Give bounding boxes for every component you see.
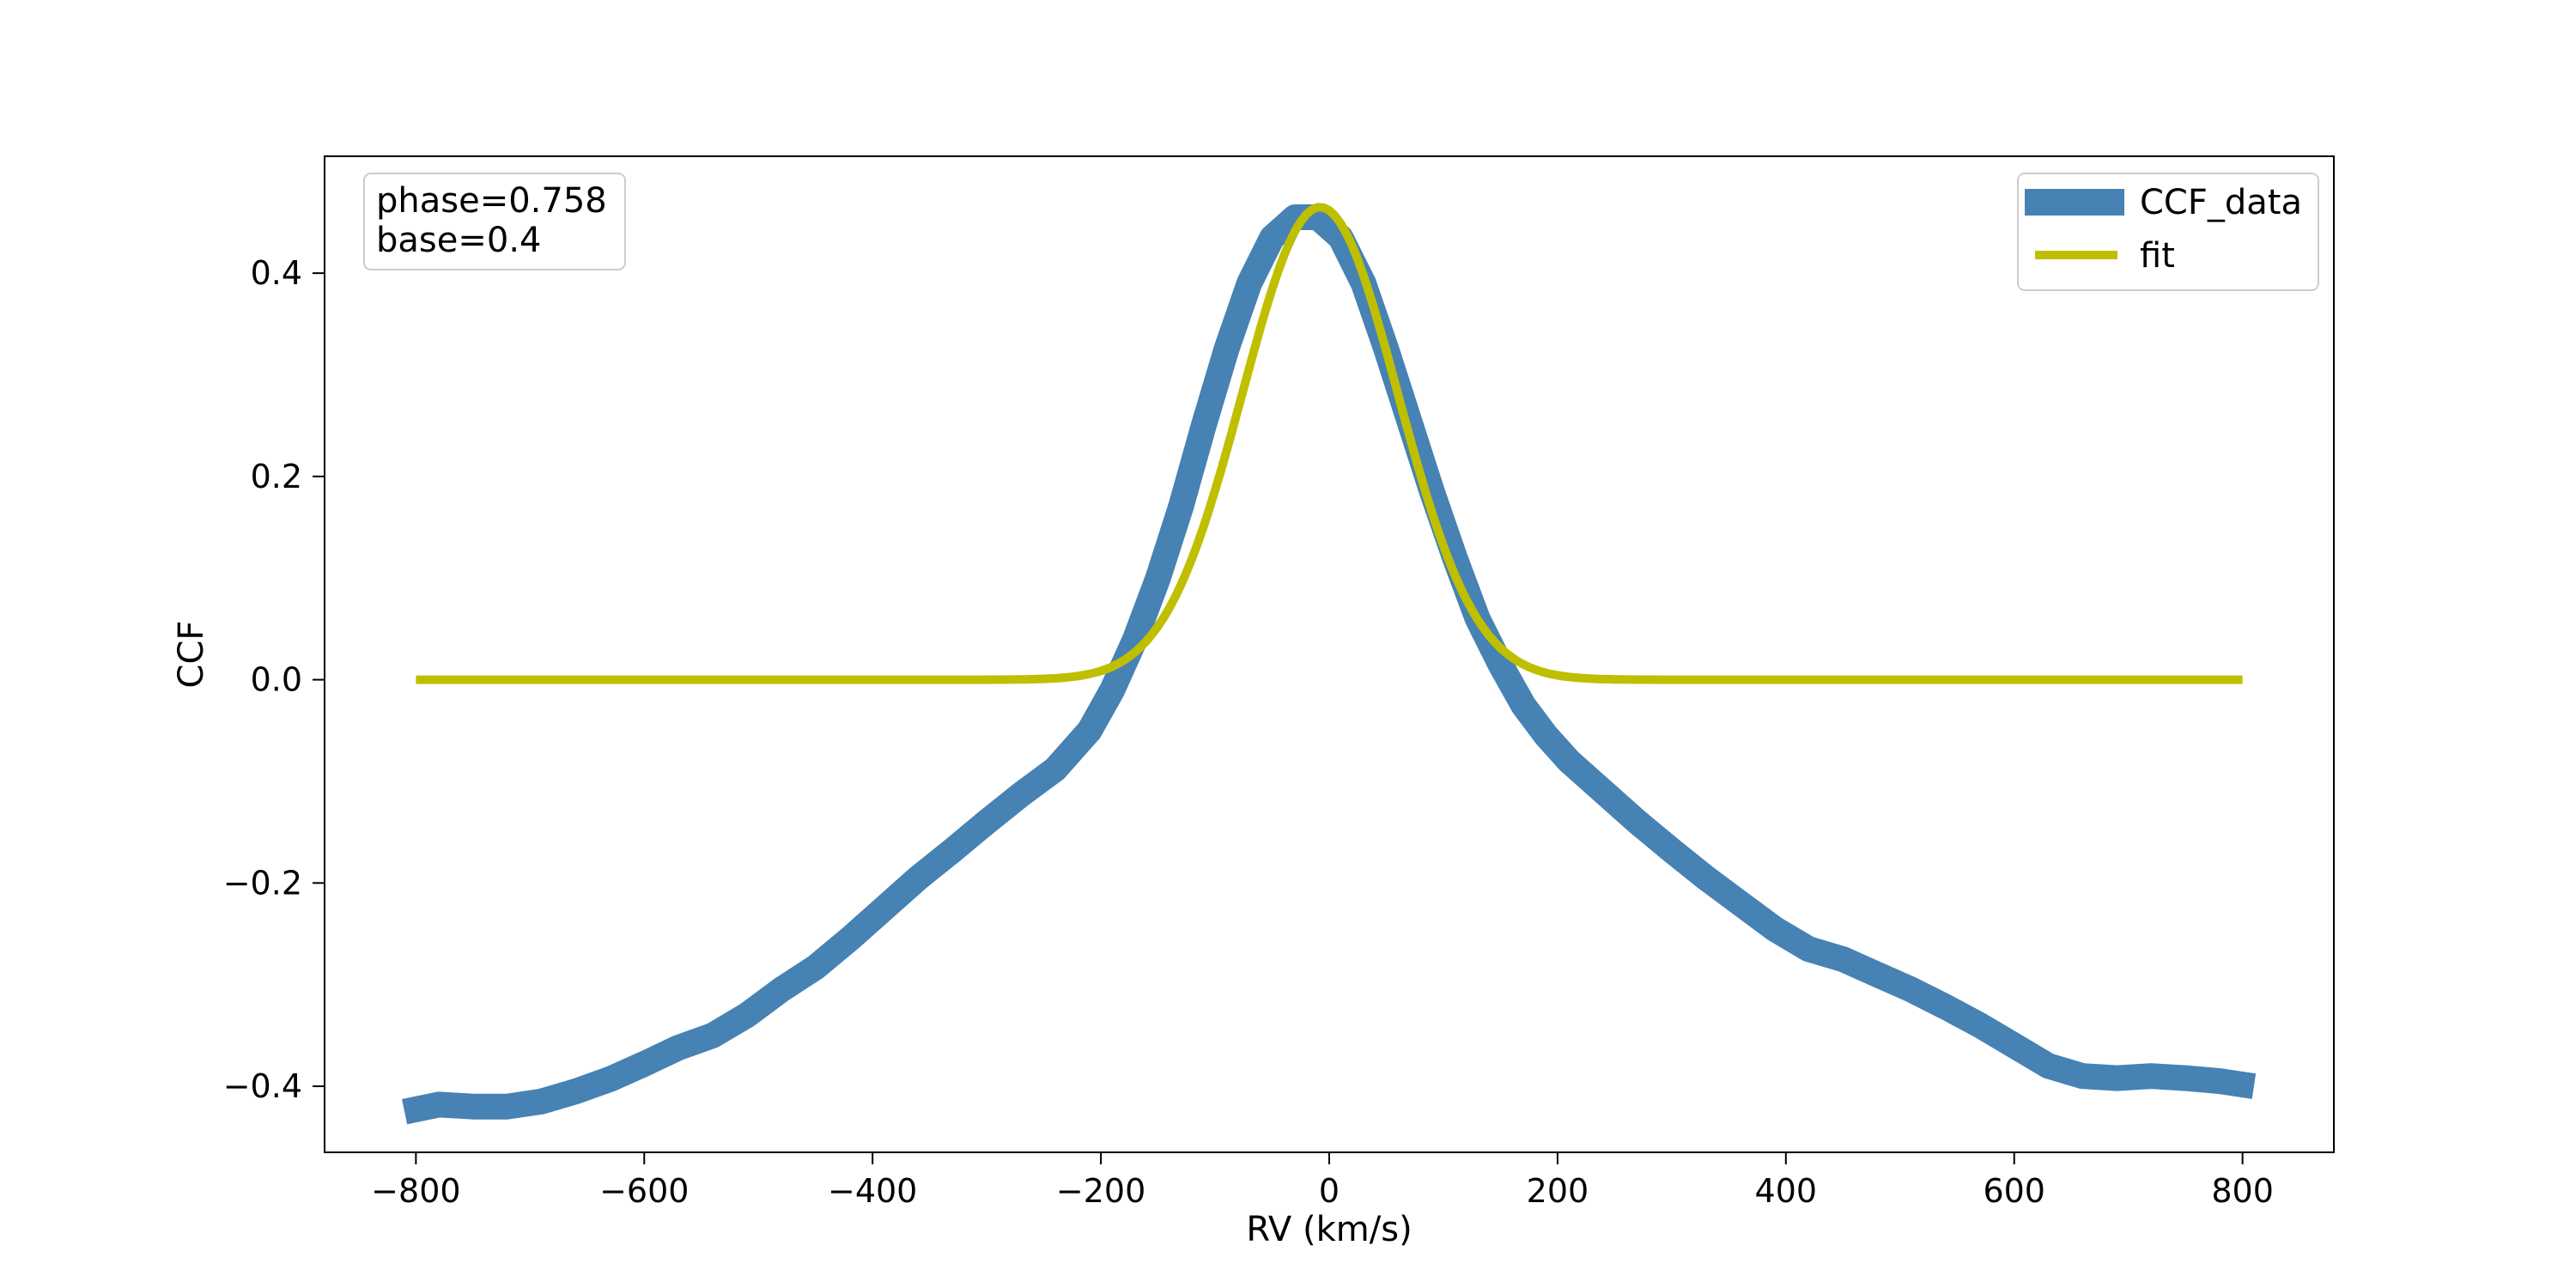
y-tick-label: 0.0 [251, 661, 302, 699]
annotation-frame [363, 173, 626, 270]
y-tick-label: −0.4 [223, 1067, 302, 1105]
annotation-base: base=0.4 [376, 221, 541, 260]
y-tick-label: −0.2 [223, 864, 302, 902]
annotation-phase: phase=0.758 [376, 181, 607, 221]
x-tick-label: −200 [1056, 1172, 1145, 1210]
legend-swatch-ccf-data [2025, 189, 2124, 216]
x-tick-label: 400 [1755, 1172, 1818, 1210]
x-tick-label: 200 [1527, 1172, 1589, 1210]
y-tick-label: 0.4 [251, 254, 302, 292]
legend-label-fit: fit [2140, 236, 2175, 276]
y-tick-label: 0.2 [251, 458, 302, 495]
plot-frame [324, 155, 2335, 1153]
plot-area [402, 203, 2257, 1125]
x-axis: −800 −600 −400 −200 0 200 400 600 800 [371, 1152, 2274, 1210]
x-tick-label: 0 [1319, 1172, 1340, 1210]
x-tick-label: 600 [1983, 1172, 2045, 1210]
y-axis-label: CCF [172, 621, 211, 689]
annotation-box: phase=0.758 base=0.4 [363, 173, 626, 270]
series-line-ccf-data [402, 204, 2257, 1125]
y-axis: −0.4 −0.2 0.0 0.2 0.4 [223, 254, 325, 1105]
x-tick-label: −800 [371, 1172, 460, 1210]
legend-label-ccf-data: CCF_data [2140, 183, 2302, 222]
x-tick-label: −600 [599, 1172, 689, 1210]
x-tick-label: 800 [2211, 1172, 2274, 1210]
legend: CCF_data fit [2017, 173, 2319, 291]
x-tick-label: −400 [828, 1172, 917, 1210]
x-axis-label: RV (km/s) [1246, 1210, 1412, 1249]
series-line-fit [416, 203, 2243, 684]
